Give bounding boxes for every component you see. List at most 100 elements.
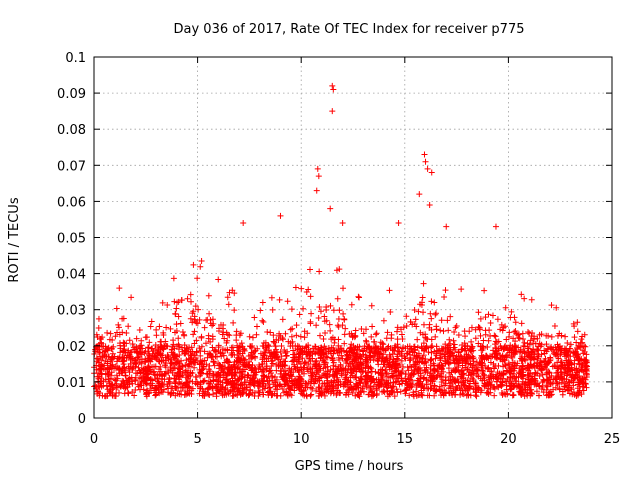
data-point xyxy=(558,373,565,380)
data-point xyxy=(288,333,295,340)
data-point xyxy=(220,369,227,376)
data-point xyxy=(454,376,461,383)
data-point xyxy=(121,340,128,347)
data-point xyxy=(201,392,208,399)
data-point xyxy=(296,311,303,318)
data-point xyxy=(322,364,329,371)
data-point xyxy=(113,305,120,312)
data-point xyxy=(386,366,393,373)
data-point xyxy=(375,358,382,365)
data-point xyxy=(347,344,354,351)
data-point xyxy=(356,346,363,353)
data-point xyxy=(216,325,223,332)
data-point xyxy=(219,392,226,399)
data-point xyxy=(328,350,335,357)
data-point xyxy=(427,385,434,392)
data-point xyxy=(230,319,237,326)
data-point xyxy=(520,336,527,343)
data-point xyxy=(360,388,367,395)
data-point xyxy=(187,291,194,298)
data-point xyxy=(511,351,518,358)
data-point xyxy=(492,374,499,381)
data-point xyxy=(198,343,205,350)
data-point xyxy=(226,332,233,339)
data-point xyxy=(454,384,461,391)
data-point xyxy=(393,386,400,393)
data-point xyxy=(293,351,300,358)
data-point xyxy=(148,318,155,325)
data-point xyxy=(513,330,520,337)
data-point xyxy=(349,352,356,359)
data-point xyxy=(238,340,245,347)
data-point xyxy=(462,382,469,389)
data-point xyxy=(136,327,143,334)
data-point xyxy=(258,361,265,368)
data-point xyxy=(407,318,414,325)
data-point xyxy=(369,323,376,330)
data-point xyxy=(138,351,145,358)
data-point xyxy=(219,346,226,353)
data-point xyxy=(484,344,491,351)
data-point xyxy=(110,355,117,362)
data-point xyxy=(363,378,370,385)
data-point xyxy=(235,344,242,351)
data-point xyxy=(518,291,525,298)
data-point xyxy=(520,342,527,349)
data-point xyxy=(442,341,449,348)
data-point xyxy=(111,376,118,383)
data-point xyxy=(354,381,361,388)
data-point xyxy=(205,292,212,299)
data-point xyxy=(107,330,114,337)
data-point xyxy=(476,326,483,333)
data-point xyxy=(436,383,443,390)
data-point xyxy=(504,391,511,398)
data-point xyxy=(198,258,205,265)
data-point xyxy=(478,359,485,366)
data-point xyxy=(333,383,340,390)
data-point xyxy=(547,380,554,387)
data-point xyxy=(333,391,340,398)
data-point xyxy=(257,307,264,314)
data-point xyxy=(439,389,446,396)
data-point xyxy=(420,340,427,347)
data-point xyxy=(414,344,421,351)
data-point xyxy=(155,346,162,353)
data-point xyxy=(236,387,243,394)
data-point xyxy=(331,348,338,355)
data-point xyxy=(217,378,224,385)
data-point xyxy=(197,369,204,376)
data-point xyxy=(394,375,401,382)
data-point xyxy=(217,384,224,391)
data-point xyxy=(533,388,540,395)
data-point xyxy=(525,328,532,335)
data-point xyxy=(498,390,505,397)
data-point xyxy=(504,347,511,354)
data-point xyxy=(405,367,412,374)
data-point xyxy=(566,366,573,373)
data-point xyxy=(118,382,125,389)
data-point xyxy=(424,165,431,172)
data-point xyxy=(265,381,272,388)
data-point xyxy=(113,390,120,397)
data-point xyxy=(367,387,374,394)
data-point xyxy=(275,363,282,370)
data-point xyxy=(191,350,198,357)
data-point xyxy=(445,342,452,349)
data-point xyxy=(104,329,111,336)
data-point xyxy=(93,355,100,362)
data-point xyxy=(547,356,554,362)
data-point xyxy=(442,287,449,294)
data-point xyxy=(158,375,165,382)
data-point xyxy=(579,361,586,368)
data-point xyxy=(467,378,474,385)
data-point xyxy=(120,378,127,385)
data-point xyxy=(348,341,355,348)
data-point xyxy=(363,338,370,345)
data-point xyxy=(346,360,353,367)
data-point xyxy=(576,379,583,386)
data-point xyxy=(109,361,116,368)
data-point xyxy=(433,343,440,350)
data-point xyxy=(298,285,305,292)
data-point xyxy=(112,333,119,340)
data-point xyxy=(120,357,127,364)
